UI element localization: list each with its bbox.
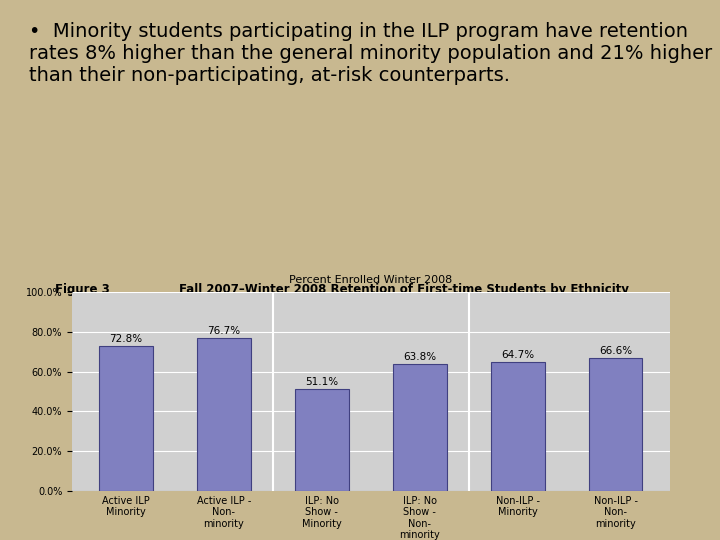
Text: Figure 3: Figure 3 xyxy=(55,283,110,296)
Bar xyxy=(393,364,446,491)
Text: 51.1%: 51.1% xyxy=(305,377,338,387)
Bar xyxy=(197,338,251,491)
Text: 63.8%: 63.8% xyxy=(403,352,436,362)
Bar xyxy=(588,359,642,491)
Text: 76.7%: 76.7% xyxy=(207,326,240,336)
Text: Fall 2007–Winter 2008 Retention of First-time Students by Ethnicity: Fall 2007–Winter 2008 Retention of First… xyxy=(179,283,629,296)
Bar xyxy=(99,346,153,491)
Text: •  Minority students participating in the ILP program have retention rates 8% hi: • Minority students participating in the… xyxy=(29,22,712,85)
Text: 72.8%: 72.8% xyxy=(109,334,143,344)
Text: 66.6%: 66.6% xyxy=(599,346,632,356)
Text: 64.7%: 64.7% xyxy=(501,350,534,360)
Bar xyxy=(491,362,544,491)
Title: Percent Enrolled Winter 2008: Percent Enrolled Winter 2008 xyxy=(289,275,452,285)
Bar xyxy=(295,389,348,491)
